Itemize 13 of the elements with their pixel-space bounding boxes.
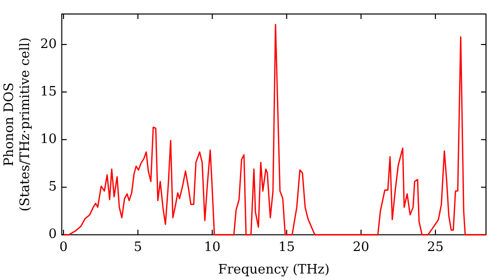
y-axis-title: Phonon DOS (States/THz·primitive cell) — [2, 37, 33, 212]
y-tick-label: 5 — [48, 180, 57, 195]
x-tick-label: 25 — [427, 240, 444, 255]
x-tick-label: 5 — [134, 240, 142, 255]
x-tick-label: 0 — [59, 240, 68, 255]
y-tick-label: 20 — [40, 36, 57, 52]
y-tick-label: 0 — [48, 227, 57, 242]
y-tick-label: 10 — [40, 132, 57, 148]
x-axis-title: Frequency (THz) — [218, 262, 330, 278]
x-tick-label: 15 — [278, 240, 295, 255]
x-tick-label: 10 — [204, 240, 221, 255]
x-tick-label: 20 — [352, 240, 370, 255]
y-tick-label: 15 — [40, 84, 57, 100]
